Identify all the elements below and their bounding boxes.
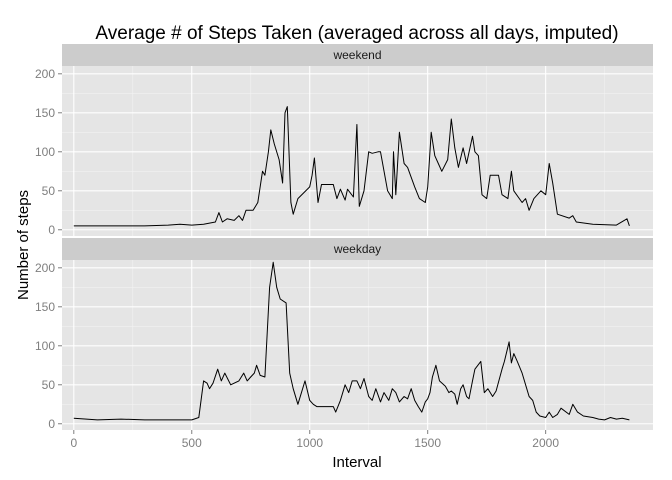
- x-tick-label: 1500: [414, 436, 441, 450]
- x-tick-label: 2000: [532, 436, 559, 450]
- plot-panel: [62, 260, 653, 430]
- facet-panel-weekday: weekday 0 50 100 150 200: [35, 238, 653, 431]
- facet-panel-weekend: weekend 0 50 100 150 200: [35, 44, 653, 237]
- series-line-weekday: [73, 261, 630, 421]
- facet-strip: [62, 238, 653, 260]
- y-tick-label: 150: [35, 106, 55, 120]
- series-line-weekend: [73, 106, 630, 227]
- x-axis: 0 500 1000 1500 2000: [70, 430, 559, 450]
- y-tick-label: 50: [42, 378, 56, 392]
- x-tick-label: 500: [182, 436, 202, 450]
- facet-panels: weekend 0 50 100 150 200 weekday 0 50 100 150 200: [35, 44, 653, 431]
- y-tick-label: 100: [35, 145, 55, 159]
- x-axis-title: Interval: [332, 454, 381, 471]
- y-tick-label: 50: [42, 184, 56, 198]
- facet-strip-label: weekend: [332, 48, 381, 62]
- y-axis-title: Number of steps: [15, 190, 32, 300]
- y-tick-label: 150: [35, 300, 55, 314]
- y-tick-label: 100: [35, 339, 55, 353]
- chart-title: Average # of Steps Taken (averaged acros…: [95, 23, 618, 44]
- facet-strip-label: weekday: [333, 242, 381, 256]
- x-tick-label: 1000: [296, 436, 323, 450]
- x-tick-label: 0: [70, 436, 77, 450]
- y-tick-label: 0: [48, 223, 55, 237]
- y-tick-label: 0: [48, 417, 55, 431]
- facet-strip: [62, 44, 653, 66]
- y-tick-label: 200: [35, 67, 55, 81]
- y-tick-label: 200: [35, 261, 55, 275]
